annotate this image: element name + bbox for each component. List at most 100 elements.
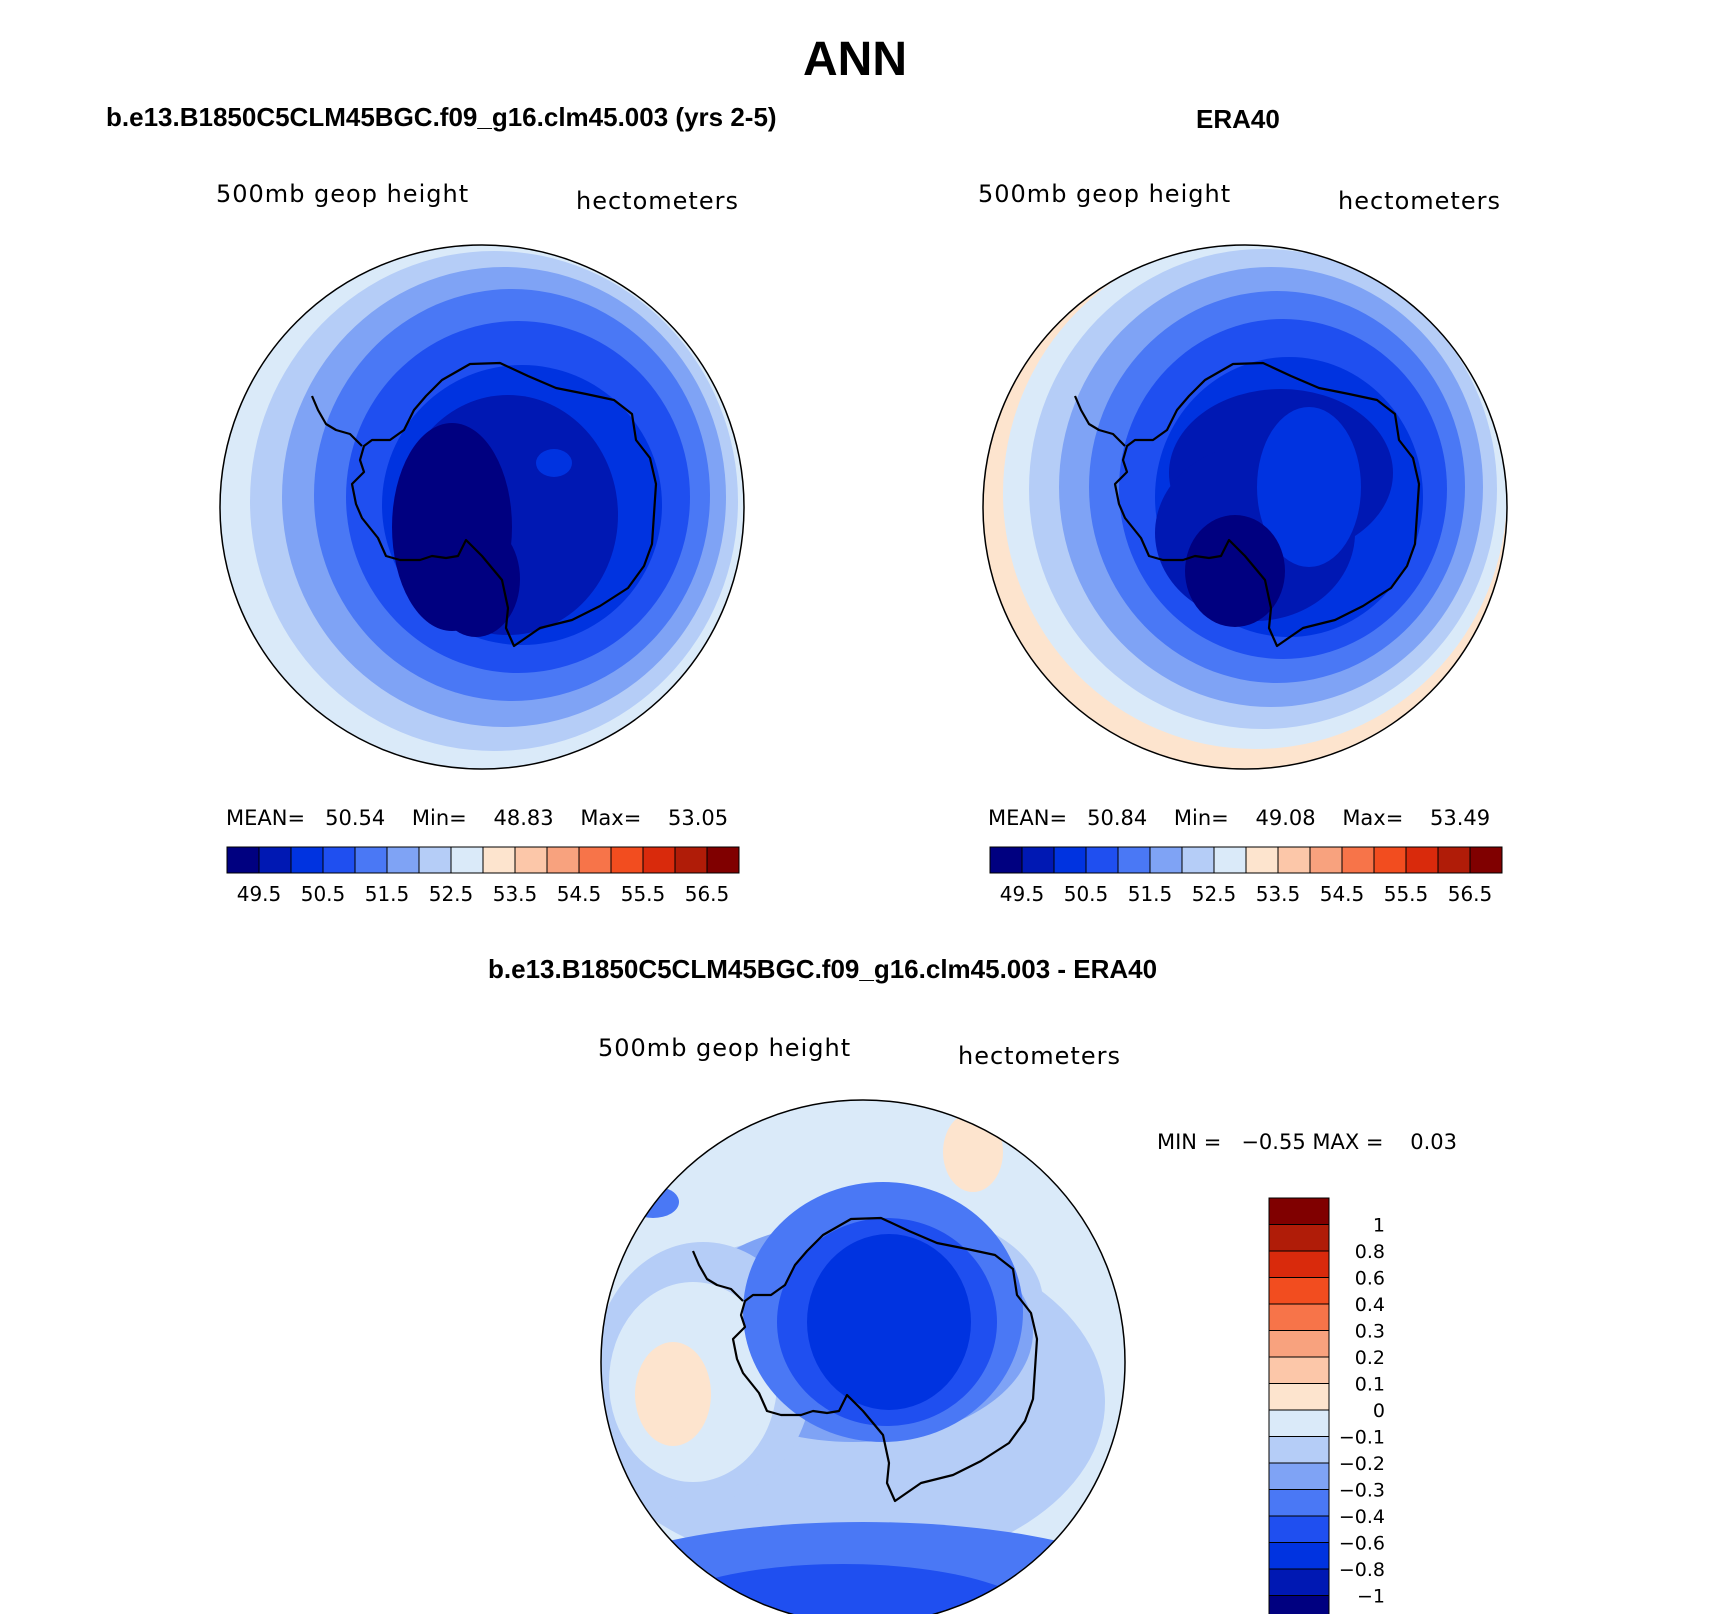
- diff-colorbar-tick-label: 0.4: [1355, 1294, 1385, 1316]
- panel2-mean-value: 50.84: [1087, 806, 1148, 830]
- colorbar-1-tick-label: 55.5: [621, 882, 666, 906]
- colorbar-1-box: [514, 846, 548, 874]
- diff-units-label: hectometers: [958, 1042, 1121, 1070]
- map-1-contours: [220, 245, 744, 769]
- colorbar-2-box: [1149, 846, 1183, 874]
- map-3-boundary: [600, 1099, 1126, 1614]
- panel2-max-label: Max=: [1342, 806, 1404, 830]
- colorbar-2-box: [1085, 846, 1119, 874]
- diff-colorbar-tick-label: 0.6: [1355, 1268, 1385, 1290]
- colorbar-2-tick-label: 49.5: [1000, 882, 1045, 906]
- diff-colorbar-box: [1268, 1277, 1330, 1305]
- colorbar-1-tick-label: 50.5: [301, 882, 346, 906]
- colorbar-2-box: [1373, 846, 1407, 874]
- diff-min-label: MIN =: [1157, 1130, 1222, 1154]
- colorbar-1-box: [706, 846, 740, 874]
- map-2-contours: [983, 245, 1507, 769]
- diff-colorbar-box: [1268, 1436, 1330, 1464]
- diff-max-value: 0.03: [1410, 1130, 1457, 1154]
- panel2-variable-label: 500mb geop height: [978, 180, 1232, 208]
- colorbar-2-box: [1213, 846, 1247, 874]
- panel1-max-label: Max=: [580, 806, 642, 830]
- diff-colorbar-tick-label: 0.2: [1355, 1347, 1385, 1369]
- colorbar-2-box: [1117, 846, 1151, 874]
- colorbar-1-box: [354, 846, 388, 874]
- colorbar-2-tick-label: 51.5: [1128, 882, 1173, 906]
- colorbar-1-tick-label: 49.5: [237, 882, 282, 906]
- panel1-min-label: Min=: [411, 806, 467, 830]
- colorbar-2-box: [989, 846, 1023, 874]
- diff-colorbar-tick-label: 0.1: [1355, 1374, 1385, 1396]
- colorbar-2-box: [1245, 846, 1279, 874]
- map-2-contour-band: [1185, 515, 1285, 627]
- colorbar-2-tick-label: 54.5: [1320, 882, 1365, 906]
- colorbar-2-tick-label: 55.5: [1384, 882, 1429, 906]
- colorbar-1-box: [674, 846, 708, 874]
- diff-colorbar-box: [1268, 1542, 1330, 1570]
- diff-colorbar-box: [1268, 1250, 1330, 1278]
- colorbar-2-box: [1021, 846, 1055, 874]
- colorbar-1-box: [226, 846, 260, 874]
- diff-colorbar-box: [1268, 1356, 1330, 1384]
- panel1-mean-value: 50.54: [325, 806, 386, 830]
- map-3-contour-band: [627, 1186, 679, 1218]
- panel1-title: b.e13.B1850C5CLM45BGC.f09_g16.clm45.003 …: [106, 102, 777, 132]
- diff-panel-title: b.e13.B1850C5CLM45BGC.f09_g16.clm45.003 …: [488, 954, 1158, 984]
- diff-colorbar-tick-label: −0.3: [1339, 1480, 1385, 1502]
- map-3-contour-band: [573, 976, 813, 1096]
- colorbar-2-tick-label: 53.5: [1256, 882, 1301, 906]
- panel1-max-value: 53.05: [668, 806, 729, 830]
- panel1-stats: MEAN= 50.54 Min= 48.83 Max= 53.05: [226, 806, 728, 830]
- diff-colorbar-tick-label: −0.6: [1339, 1533, 1385, 1555]
- colorbar-2-tick-label: 52.5: [1192, 882, 1237, 906]
- colorbar-1-box: [578, 846, 612, 874]
- colorbar-1-box: [450, 846, 484, 874]
- colorbar-2-box: [1469, 846, 1503, 874]
- diff-colorbar-box: [1268, 1383, 1330, 1411]
- map-2-contour-band: [1257, 407, 1361, 567]
- panel2-title: ERA40: [1196, 104, 1280, 134]
- panel1-variable-label: 500mb geop height: [216, 180, 470, 208]
- diff-colorbar-box: [1268, 1568, 1330, 1596]
- map-1-contour-band: [432, 521, 520, 637]
- main-title: ANN: [803, 33, 907, 86]
- panel1-min-value: 48.83: [493, 806, 554, 830]
- panel2-min-label: Min=: [1173, 806, 1229, 830]
- colorbar-2-tick-label: 56.5: [1448, 882, 1493, 906]
- map-3-contour-band: [807, 1234, 971, 1410]
- colorbar-2-box: [1181, 846, 1215, 874]
- colorbar-2-box: [1437, 846, 1471, 874]
- colorbar-2-box: [1341, 846, 1375, 874]
- diff-colorbar-tick-label: −1: [1357, 1586, 1385, 1608]
- diff-colorbar-tick-label: −0.4: [1339, 1506, 1385, 1528]
- colorbar-1-box: [322, 846, 356, 874]
- panel2-mean-label: MEAN=: [988, 806, 1068, 830]
- colorbar-1-box: [610, 846, 644, 874]
- map-3-contour-band: [643, 1564, 1043, 1614]
- diff-min-value: −0.55: [1241, 1130, 1306, 1154]
- diff-colorbar-box: [1268, 1595, 1330, 1614]
- map-2-boundary: [982, 244, 1508, 770]
- diff-colorbar-box: [1268, 1489, 1330, 1517]
- colorbar-2-box: [1277, 846, 1311, 874]
- diff-colorbar-box: [1268, 1303, 1330, 1331]
- diff-colorbar-box: [1268, 1330, 1330, 1358]
- diff-colorbar-tick-label: 0: [1373, 1400, 1385, 1422]
- panel2-max-value: 53.49: [1430, 806, 1491, 830]
- diff-colorbar-tick-label: −0.8: [1339, 1559, 1385, 1581]
- colorbar-1-box: [418, 846, 452, 874]
- colorbar-2-box: [1053, 846, 1087, 874]
- map-3-contours: [573, 976, 1125, 1614]
- colorbar-1-tick-label: 56.5: [685, 882, 730, 906]
- colorbar-2-box: [1405, 846, 1439, 874]
- colorbar-1-tick-label: 54.5: [557, 882, 602, 906]
- diff-colorbar-tick-label: 0.8: [1355, 1241, 1385, 1263]
- map-1-boundary: [219, 244, 745, 770]
- colorbar-1-box: [386, 846, 420, 874]
- map-3-contour-band: [635, 1342, 711, 1446]
- panel1-units-label: hectometers: [576, 187, 739, 215]
- map-1-contour-band: [536, 449, 572, 477]
- panel2-units-label: hectometers: [1338, 187, 1501, 215]
- diff-variable-label: 500mb geop height: [598, 1034, 852, 1062]
